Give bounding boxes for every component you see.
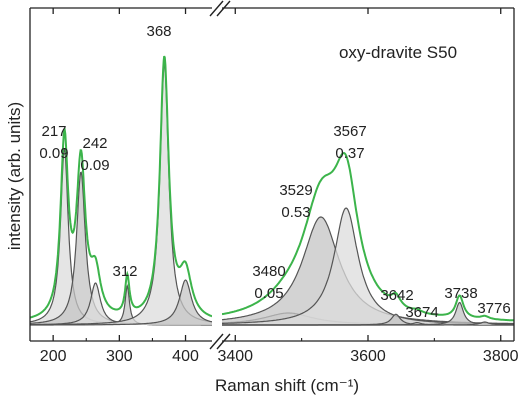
band-ratio-3567: 0.37 [335,145,364,162]
fit-area-3529 [222,217,514,325]
band-label-368: 368 [146,23,171,40]
fit-area-242 [30,172,212,325]
band-ratio-3529: 0.53 [281,204,310,221]
panel-low: 200 300 400 [29,7,212,365]
band-label-312: 312 [112,263,137,280]
band-label-3674: 3674 [405,304,438,321]
fit-area-3567 [222,208,514,325]
band-ratio-242: 0.09 [80,157,109,174]
band-label-3738: 3738 [444,285,477,302]
measured-spectrum-low [30,55,212,319]
fit-curve-3776 [222,321,514,326]
x-tick-label-3600: 3600 [350,348,386,365]
x-tick-label-300: 300 [106,348,133,365]
fit-area-3738 [222,302,514,325]
band-ratio-217: 0.09 [39,145,68,162]
break-slash-bottom-0 [209,333,224,350]
fit-area-368 [30,64,212,325]
band-ratio-3480: 0.05 [254,285,283,302]
x-tick-label-3400: 3400 [217,348,253,365]
axis-break-mark [209,0,231,350]
measured-spectrum-high [222,152,514,322]
band-label-3642: 3642 [380,287,413,304]
x-axis-label: Raman shift (cm⁻¹) [215,376,359,395]
fit-area-400 [30,280,212,325]
band-label-3480: 3480 [252,263,285,280]
break-slash-bottom-1 [216,333,231,350]
band-labels: 217 0.09 242 0.09 312 368 3480 0.05 3529 0.53 3567… [39,23,510,321]
band-label-217: 217 [41,123,66,140]
fit-area-217 [30,148,212,325]
band-label-242: 242 [82,135,107,152]
chart-title: oxy-dravite S50 [339,43,457,62]
panel-high: 3400 3600 3800 [217,7,519,365]
break-slash-top-1 [216,0,231,17]
band-label-3776: 3776 [477,300,510,317]
band-label-3529: 3529 [279,182,312,199]
x-tick-label-3800: 3800 [483,348,519,365]
y-axis-label: intensity (arb. units) [5,102,24,250]
break-slash-top-0 [209,0,224,17]
band-label-3567: 3567 [333,123,366,140]
x-tick-label-200: 200 [40,348,67,365]
x-tick-label-400: 400 [172,348,199,365]
fit-curve-400 [30,279,212,326]
